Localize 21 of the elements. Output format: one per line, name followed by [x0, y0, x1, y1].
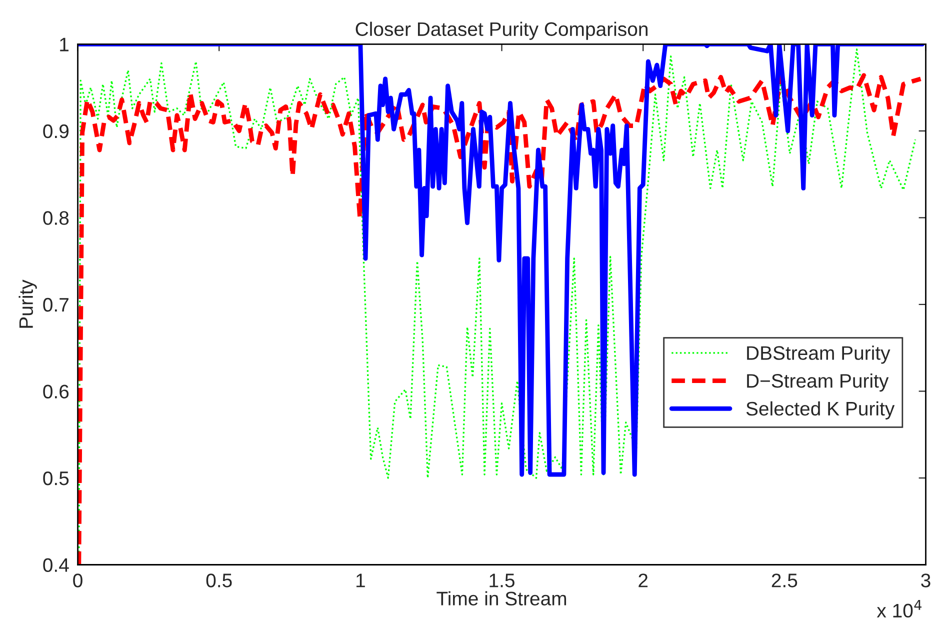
chart-title: Closer Dataset Purity Comparison [356, 22, 648, 40]
y-tick-label: 0.4 [43, 558, 69, 572]
x-tick-label: 3 [921, 574, 930, 588]
legend-label: D−Stream Purity [747, 373, 889, 392]
y-tick-label: 0.9 [43, 124, 69, 138]
x-axis-title: Time in Stream [436, 591, 566, 606]
x-tick-label: 1 [356, 574, 365, 588]
text: x 10$^{4}$ [876, 600, 922, 618]
y-tick-label: 0.7 [43, 298, 68, 312]
x-tick-label: 0 [73, 574, 82, 588]
legend-label: DBStream Purity [747, 346, 890, 364]
y-axis-title: Purity [18, 280, 37, 328]
x-tick-label: 2 [638, 574, 648, 588]
x-tick-label: 2.5 [772, 574, 798, 588]
y-tick-label: 0.8 [43, 211, 69, 225]
y-tick-label: 0.5 [43, 471, 69, 486]
y-tick-label: 0.6 [43, 384, 69, 398]
x-tick-label: 1.5 [490, 574, 514, 588]
legend-label: Selected K Purity [746, 401, 895, 420]
x-tick-label: 0.5 [206, 574, 232, 588]
y-tick-label: 1 [60, 38, 68, 52]
